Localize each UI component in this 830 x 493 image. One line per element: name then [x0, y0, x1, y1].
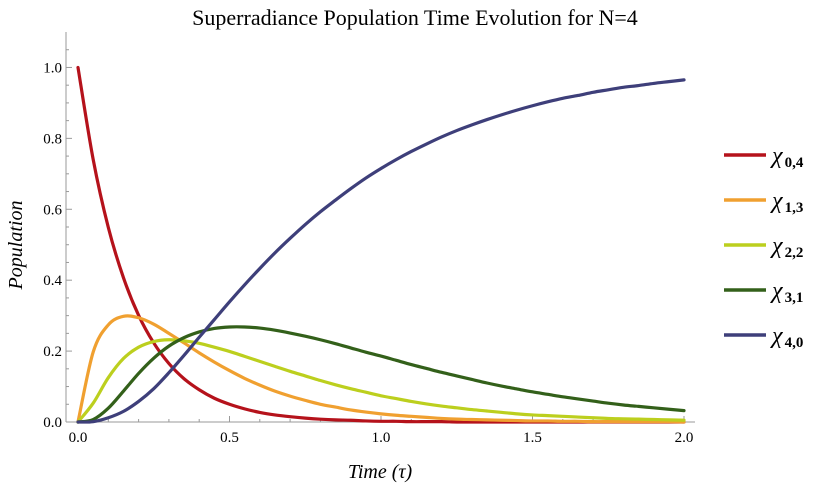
legend-label: χ 1,3	[770, 188, 803, 216]
legend-label: χ 0,4	[770, 143, 804, 171]
legend-label: χ 2,2	[770, 233, 803, 261]
series-line-2	[76, 338, 686, 424]
x-tick-label: 2.0	[675, 430, 694, 446]
legend-entry-4: χ 4,0	[724, 323, 803, 351]
x-tick-label: 0.5	[220, 430, 239, 446]
y-tick-label: 0.0	[43, 415, 62, 431]
legend-entry-3: χ 3,1	[724, 278, 803, 306]
y-tick-label: 1.0	[43, 60, 62, 76]
series-line-1	[76, 314, 686, 424]
legend-entry-0: χ 0,4	[724, 143, 804, 171]
series-line-3	[76, 325, 686, 424]
y-tick-label: 0.4	[43, 273, 62, 289]
x-axis-label: Time (τ)	[348, 461, 413, 483]
legend-label: χ 4,0	[770, 323, 803, 351]
y-axis-label: Population	[5, 201, 27, 291]
legend-label: χ 3,1	[770, 278, 803, 306]
x-tick-label: 0.0	[69, 430, 88, 446]
legend-entry-2: χ 2,2	[724, 233, 803, 261]
axes: 0.0 0.2 0.4 0.6 0.8 1.0 0.0 0.5 1.0 1.5 2.0	[43, 32, 695, 446]
x-tick-label: 1.5	[523, 430, 542, 446]
y-tick-label: 0.6	[43, 202, 62, 218]
y-tick-label: 0.8	[43, 131, 62, 147]
series-lines	[76, 65, 686, 424]
legend-entry-1: χ 1,3	[724, 188, 803, 216]
y-tick-label: 0.2	[43, 344, 62, 360]
series-line-4	[76, 78, 686, 424]
x-tick-label: 1.0	[372, 430, 391, 446]
chart-title: Superradiance Population Time Evolution …	[192, 5, 638, 30]
legend: χ 0,4 χ 1,3 χ 2,2 χ 3,1 χ 4,0	[724, 143, 804, 351]
series-line-0	[76, 65, 686, 424]
